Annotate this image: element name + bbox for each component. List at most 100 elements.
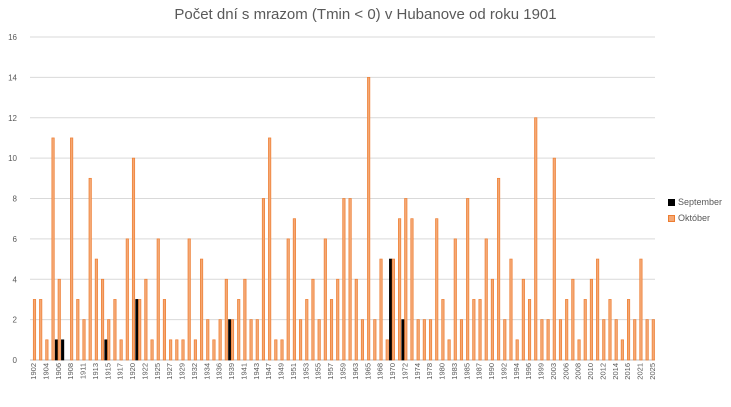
bar-oktober xyxy=(224,278,228,361)
bar-oktober xyxy=(206,319,210,361)
bar-september xyxy=(104,339,108,361)
x-tick-label: 1922 xyxy=(140,363,149,380)
x-tick-label: 1957 xyxy=(326,363,335,380)
bar-oktober xyxy=(509,258,513,361)
bar-oktober xyxy=(589,278,593,361)
x-tick-label: 1987 xyxy=(475,363,484,380)
bar-oktober xyxy=(138,299,142,361)
bar-oktober xyxy=(503,319,507,361)
bar-oktober xyxy=(645,319,649,361)
bar-september xyxy=(135,299,139,361)
bar-oktober xyxy=(639,258,643,361)
bar-oktober xyxy=(101,278,105,361)
x-tick-label: 1996 xyxy=(524,363,533,380)
bar-oktober xyxy=(88,177,92,361)
bar-oktober xyxy=(113,299,117,361)
bar-oktober xyxy=(373,319,377,361)
x-tick-label: 1983 xyxy=(450,363,459,380)
bar-oktober xyxy=(261,198,266,361)
bar-oktober xyxy=(478,299,482,361)
bar-oktober xyxy=(497,177,501,361)
bar-oktober xyxy=(70,137,74,361)
legend-label-oktober: Október xyxy=(678,213,711,223)
bar-oktober xyxy=(311,278,315,361)
x-tick-label: 2003 xyxy=(549,363,558,380)
x-tick-label: 1939 xyxy=(227,363,236,380)
bar-oktober xyxy=(329,299,334,361)
bar-oktober xyxy=(336,278,340,361)
bar-oktober xyxy=(627,299,631,361)
x-tick-label: 1980 xyxy=(438,363,447,380)
x-tick-label: 1951 xyxy=(289,363,298,380)
x-tick-label: 1927 xyxy=(165,363,174,380)
x-tick-label: 1932 xyxy=(190,363,199,380)
bar-oktober xyxy=(169,339,173,361)
bar-oktober xyxy=(602,319,606,361)
y-tick-label: 0 xyxy=(13,356,18,365)
bar-oktober xyxy=(416,319,420,361)
bar-oktober xyxy=(466,198,470,361)
x-tick-label: 1943 xyxy=(252,363,261,380)
x-tick-label: 1972 xyxy=(400,363,409,380)
bar-oktober xyxy=(459,319,464,361)
bar-oktober xyxy=(230,319,235,361)
y-tick-label: 10 xyxy=(8,154,17,163)
bar-oktober xyxy=(490,278,494,361)
bar-september xyxy=(54,339,58,361)
bar-oktober xyxy=(299,319,303,361)
bar-oktober xyxy=(317,319,321,361)
bar-oktober xyxy=(404,198,408,361)
x-tick-label: 1920 xyxy=(128,363,137,380)
legend-item-september: September xyxy=(668,194,722,210)
x-tick-label: 1925 xyxy=(153,363,162,380)
bar-oktober xyxy=(435,218,439,361)
bar-oktober xyxy=(268,137,272,361)
bar-oktober xyxy=(119,339,123,361)
bar-oktober xyxy=(82,319,86,361)
x-tick-label: 1904 xyxy=(41,363,50,380)
x-tick-label: 2008 xyxy=(574,363,583,380)
x-tick-label: 1974 xyxy=(413,363,422,380)
bar-oktober xyxy=(280,339,284,361)
bar-oktober xyxy=(552,157,556,361)
bar-oktober xyxy=(200,258,204,361)
x-tick-label: 1953 xyxy=(301,363,310,380)
bar-oktober xyxy=(150,339,154,361)
x-tick-label: 1999 xyxy=(537,363,546,380)
x-tick-label: 1913 xyxy=(91,363,100,380)
bar-oktober xyxy=(453,238,457,361)
bar-oktober xyxy=(571,278,575,361)
x-tick-label: 1947 xyxy=(264,363,273,380)
x-tick-label: 1994 xyxy=(512,363,521,380)
bar-oktober xyxy=(521,278,525,361)
bar-oktober xyxy=(527,299,532,361)
legend-swatch-september xyxy=(668,198,675,206)
bar-oktober xyxy=(193,339,197,361)
bar-oktober xyxy=(354,278,358,361)
bar-oktober xyxy=(515,339,519,361)
bar-september xyxy=(61,339,65,361)
bar-oktober xyxy=(218,319,222,361)
bar-oktober xyxy=(292,218,296,361)
legend-item-oktober: Október xyxy=(668,210,722,226)
bar-oktober xyxy=(45,339,49,361)
bar-oktober xyxy=(39,299,43,361)
bar-oktober xyxy=(577,339,581,361)
bar-oktober xyxy=(162,299,166,361)
bar-oktober xyxy=(342,198,346,361)
x-tick-label: 1941 xyxy=(239,363,248,380)
bar-oktober xyxy=(596,258,600,361)
legend-label-september: September xyxy=(678,197,723,207)
bar-oktober xyxy=(379,258,383,361)
x-tick-label: 1992 xyxy=(499,363,508,380)
bar-oktober xyxy=(76,299,80,361)
y-tick-label: 2 xyxy=(13,316,18,325)
bar-oktober xyxy=(348,198,352,361)
bar-oktober xyxy=(237,299,241,361)
bar-september xyxy=(389,258,393,361)
bar-oktober xyxy=(187,238,191,361)
x-tick-label: 2010 xyxy=(586,363,595,380)
bars xyxy=(32,77,655,361)
bar-oktober xyxy=(534,117,538,361)
